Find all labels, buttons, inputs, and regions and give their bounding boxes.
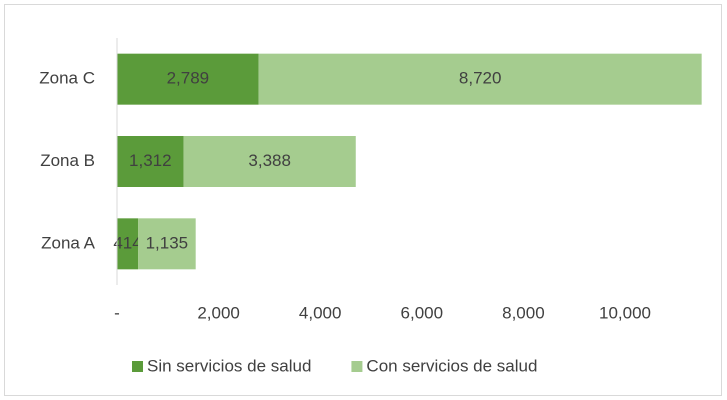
x-tick-label: 4,000 (299, 303, 342, 322)
x-tick-label: 2,000 (197, 303, 240, 322)
data-label: 8,720 (459, 69, 502, 88)
legend-label: Con servicios de salud (366, 356, 537, 375)
legend-swatch (351, 361, 363, 372)
x-tick-label: 8,000 (502, 303, 545, 322)
bar-segment (117, 218, 139, 270)
data-label: 1,312 (129, 151, 172, 170)
x-tick-label: 10,000 (599, 303, 651, 322)
bar-segment (183, 136, 356, 187)
x-tick-label: 6,000 (401, 303, 444, 322)
bar-segment (138, 218, 196, 270)
x-tick-label: - (114, 303, 120, 322)
data-label: 2,789 (167, 69, 210, 88)
bar-segment (117, 53, 259, 105)
data-label: 414 (113, 233, 141, 252)
y-tick-label: Zona B (40, 151, 95, 170)
data-label: 3,388 (248, 151, 291, 170)
legend-swatch (132, 361, 143, 372)
legend-label: Sin servicios de salud (147, 356, 311, 375)
bar-segment (117, 136, 184, 187)
y-tick-label: Zona A (41, 233, 96, 252)
y-tick-label: Zona C (39, 69, 95, 88)
data-label: 1,135 (146, 233, 189, 252)
bar-segment (258, 53, 702, 105)
